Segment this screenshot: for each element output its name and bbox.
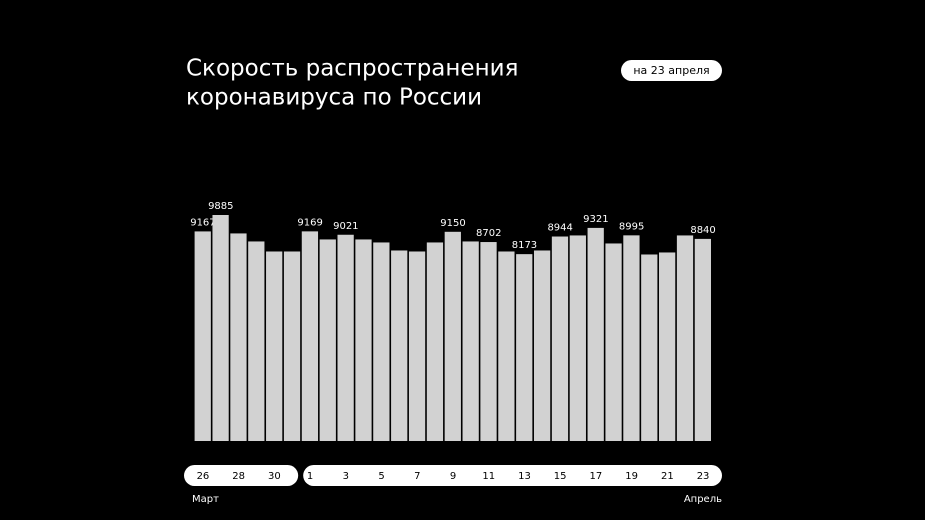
bar <box>641 254 658 441</box>
x-tick-label: 7 <box>414 471 420 482</box>
x-tick-label: 5 <box>378 471 384 482</box>
x-tick-label: 3 <box>343 471 349 482</box>
bar <box>569 235 586 441</box>
value-label: 8173 <box>512 240 537 251</box>
x-tick-label: 15 <box>554 471 567 482</box>
bar <box>623 235 640 441</box>
chart-title: коронавируса по России <box>186 85 482 111</box>
month-label: Апрель <box>684 494 722 505</box>
bar <box>408 251 426 441</box>
bar <box>516 254 533 441</box>
bar <box>194 231 211 441</box>
x-tick-label: 30 <box>268 471 281 482</box>
bar <box>266 251 283 441</box>
bar <box>391 250 408 441</box>
value-label: 9321 <box>583 214 608 225</box>
x-tick-label: 21 <box>661 471 674 482</box>
x-tick-label: 13 <box>518 471 531 482</box>
bar <box>283 251 301 441</box>
x-tick-label: 1 <box>307 471 313 482</box>
bar <box>355 239 372 441</box>
bar <box>676 235 694 441</box>
x-tick-label: 9 <box>450 471 456 482</box>
bar <box>212 215 229 441</box>
bar <box>587 227 604 441</box>
bar <box>498 251 515 441</box>
date-badge <box>621 60 722 81</box>
month-pill <box>184 465 299 486</box>
value-label: 8995 <box>619 221 644 232</box>
x-tick-label: 19 <box>625 471 638 482</box>
value-label: 8702 <box>476 228 501 239</box>
bar <box>551 236 569 441</box>
value-label: 8840 <box>690 225 715 236</box>
bar <box>301 231 319 441</box>
value-label: 9150 <box>440 218 465 229</box>
bar <box>373 242 390 441</box>
bar <box>605 243 622 441</box>
x-tick-label: 26 <box>197 471 210 482</box>
x-tick-label: 11 <box>482 471 495 482</box>
x-tick-label: 17 <box>590 471 603 482</box>
value-label: 9021 <box>333 221 358 232</box>
value-label: 9167 <box>190 217 215 228</box>
value-label: 9169 <box>297 217 322 228</box>
bar <box>694 238 711 441</box>
bar <box>248 241 265 441</box>
bar <box>444 231 461 441</box>
bar <box>426 242 444 441</box>
bar <box>533 250 551 441</box>
date-badge-text: на 23 апреля <box>633 64 709 77</box>
x-tick-label: 28 <box>232 471 245 482</box>
value-label: 8944 <box>547 223 572 234</box>
bar <box>230 233 247 441</box>
chart-title: Скорость распространения <box>186 56 518 82</box>
bar <box>659 252 676 441</box>
bar <box>480 242 497 441</box>
bar <box>462 241 479 441</box>
month-pill <box>303 465 722 486</box>
x-tick-label: 23 <box>697 471 710 482</box>
month-label: Март <box>192 494 219 505</box>
bar <box>319 239 336 441</box>
value-label: 9885 <box>208 201 233 212</box>
bar <box>337 234 354 441</box>
